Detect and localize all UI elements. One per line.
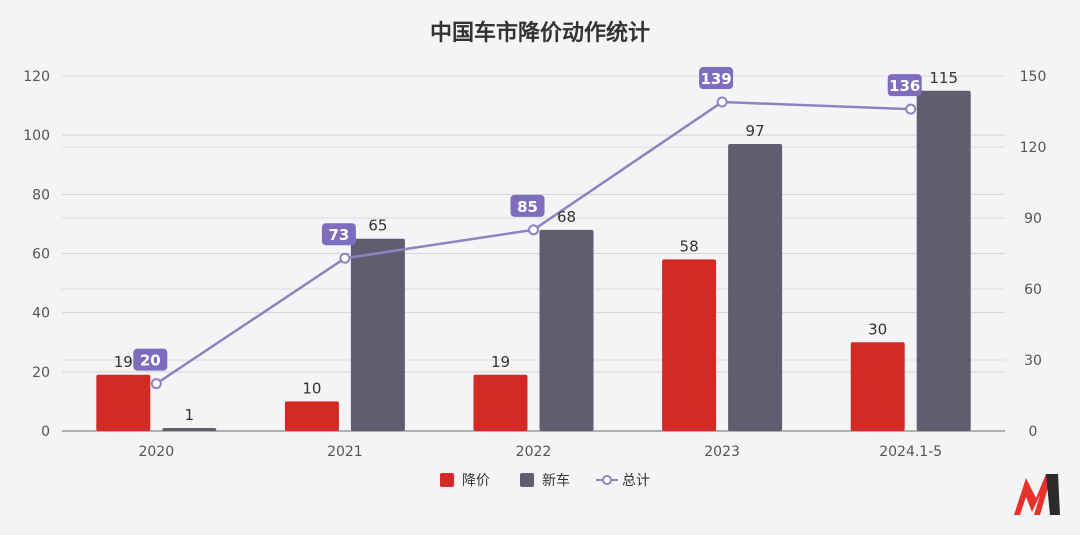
y-left-tick-label: 100: [23, 128, 50, 144]
bar-0: [473, 374, 528, 431]
bar-0: [96, 374, 151, 431]
y-left-tick-label: 20: [32, 365, 50, 381]
bar-0: [662, 259, 717, 431]
total-point: [716, 96, 728, 108]
total-point: [150, 378, 162, 390]
legend-marker: [602, 475, 612, 485]
bar-data-label: 58: [680, 237, 699, 255]
chart-title: 中国车市降价动作统计: [430, 20, 650, 46]
total-data-label: 85: [517, 198, 538, 216]
bar-0: [284, 401, 339, 431]
bar-data-label: 65: [368, 217, 387, 235]
bar-0: [850, 342, 905, 431]
total-point: [339, 252, 351, 264]
bar-data-label: 68: [557, 208, 576, 226]
total-data-label: 20: [140, 352, 161, 370]
bar-data-label: 10: [302, 379, 321, 397]
legend-label: 降价: [462, 473, 490, 489]
bar-data-label: 19: [114, 353, 133, 371]
bar-1: [350, 238, 405, 431]
x-tick-label: 2023: [704, 444, 740, 460]
y-left-tick-label: 120: [23, 69, 50, 85]
bar-1: [539, 229, 594, 431]
legend-swatch: [520, 473, 534, 487]
y-right-tick-label: 0: [1029, 424, 1038, 440]
total-point: [905, 103, 917, 115]
total-data-label: 73: [328, 226, 349, 244]
brand-logo: [1014, 474, 1060, 515]
legend-label: 总计: [622, 473, 650, 489]
total-line: [155, 100, 911, 385]
bar-data-label: 30: [868, 320, 887, 338]
y-left-tick-label: 40: [32, 306, 50, 322]
x-tick-label: 2022: [516, 444, 552, 460]
total-badge: [699, 67, 734, 90]
total-data-label: 136: [889, 77, 920, 95]
bar-1: [728, 144, 783, 431]
y-right-tick-label: 60: [1024, 282, 1042, 298]
legend-label: 新车: [542, 472, 570, 489]
x-tick-label: 2021: [327, 444, 363, 460]
x-tick-label: 2024.1-5: [879, 444, 942, 460]
y-right-tick-label: 90: [1024, 211, 1042, 227]
y-left-tick-label: 0: [41, 424, 50, 440]
x-tick-label: 2020: [138, 444, 174, 460]
total-badge: [887, 74, 922, 97]
total-badge: [510, 194, 545, 217]
bar-1: [916, 90, 971, 432]
total-data-label: 139: [700, 70, 731, 88]
bar-data-label: 115: [929, 69, 958, 87]
y-left-tick-label: 60: [32, 247, 50, 263]
bar-data-label: 19: [491, 353, 510, 371]
y-right-tick-label: 150: [1020, 69, 1047, 85]
bar-data-label: 97: [746, 122, 765, 140]
bar-data-label: 1: [185, 406, 195, 424]
legend-swatch: [440, 473, 454, 487]
bar-1: [162, 428, 217, 431]
y-right-tick-label: 120: [1020, 140, 1047, 156]
total-badge: [133, 348, 168, 371]
total-badge: [321, 223, 356, 246]
total-point: [528, 224, 539, 236]
y-right-tick-label: 30: [1024, 353, 1042, 369]
y-left-tick-label: 80: [32, 187, 50, 203]
